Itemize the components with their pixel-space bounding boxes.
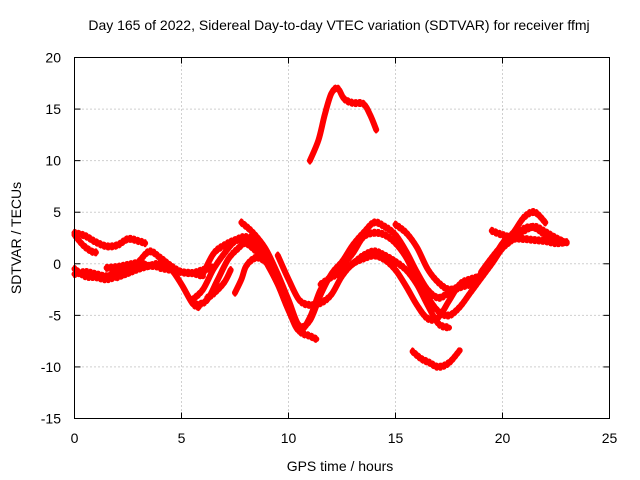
x-tick-label: 5 bbox=[178, 430, 186, 446]
series-track-18 bbox=[375, 249, 452, 332]
x-tick-label: 20 bbox=[495, 430, 511, 446]
series-trace bbox=[103, 259, 149, 271]
series-track-22 bbox=[488, 222, 566, 246]
series-marker-texture bbox=[73, 228, 147, 246]
y-tick-label: 10 bbox=[45, 153, 61, 169]
plot-frame bbox=[74, 57, 610, 419]
y-tick-label: -5 bbox=[49, 307, 62, 323]
series-track-16 bbox=[306, 84, 380, 165]
series-track-19 bbox=[392, 208, 549, 294]
series-marker-texture bbox=[276, 256, 483, 324]
series-marker-texture bbox=[115, 259, 201, 307]
series-marker-texture bbox=[394, 213, 547, 294]
series-marker-texture bbox=[239, 218, 479, 327]
y-tick-label: -10 bbox=[41, 359, 61, 375]
x-tick-label: 15 bbox=[388, 430, 404, 446]
chart-title: Day 165 of 2022, Sidereal Day-to-day VTE… bbox=[88, 17, 589, 33]
series-marker-texture bbox=[411, 346, 462, 366]
series-track-2 bbox=[71, 230, 99, 257]
series-marker-texture bbox=[105, 263, 147, 272]
series-marker-texture bbox=[73, 230, 98, 252]
data-series bbox=[71, 84, 570, 371]
series-trace bbox=[71, 229, 149, 250]
series-marker-texture bbox=[490, 227, 564, 246]
series-trace bbox=[478, 235, 570, 275]
series-marker-texture bbox=[376, 249, 451, 327]
y-axis-label: SDTVAR / TECUs bbox=[8, 182, 24, 294]
series-marker-texture bbox=[205, 266, 233, 297]
axis-ticks: 0 5 10 15 20 25 -15 -10 -5 0 5 10 15 20 bbox=[41, 50, 618, 447]
x-axis-label: GPS time / hours bbox=[287, 458, 394, 474]
series-track-20 bbox=[409, 346, 463, 371]
series-marker-texture bbox=[205, 271, 233, 302]
series-track-11 bbox=[204, 266, 234, 302]
series-marker-texture bbox=[105, 258, 147, 267]
series-marker-texture bbox=[73, 235, 98, 257]
y-tick-label: -15 bbox=[41, 411, 61, 427]
x-tick-label: 10 bbox=[281, 430, 297, 446]
y-tick-label: 20 bbox=[45, 50, 61, 66]
y-tick-label: 15 bbox=[45, 101, 61, 117]
series-track-6 bbox=[103, 258, 149, 272]
series-trace bbox=[375, 250, 452, 331]
series-marker-texture bbox=[490, 222, 564, 241]
x-tick-label: 25 bbox=[602, 430, 618, 446]
series-marker-texture bbox=[233, 258, 269, 297]
series-marker-texture bbox=[479, 239, 569, 276]
series-marker-texture bbox=[411, 351, 462, 371]
series-trace bbox=[488, 223, 566, 245]
y-tick-label: 5 bbox=[53, 204, 61, 220]
x-tick-label: 0 bbox=[71, 430, 79, 446]
series-track-1 bbox=[71, 228, 149, 251]
series-trace bbox=[409, 347, 463, 370]
series-marker-texture bbox=[308, 89, 378, 165]
series-marker-texture bbox=[394, 208, 547, 289]
y-tick-label: 0 bbox=[53, 256, 61, 272]
series-marker-texture bbox=[73, 233, 147, 251]
series-marker-texture bbox=[376, 254, 451, 332]
series-trace bbox=[71, 231, 99, 256]
